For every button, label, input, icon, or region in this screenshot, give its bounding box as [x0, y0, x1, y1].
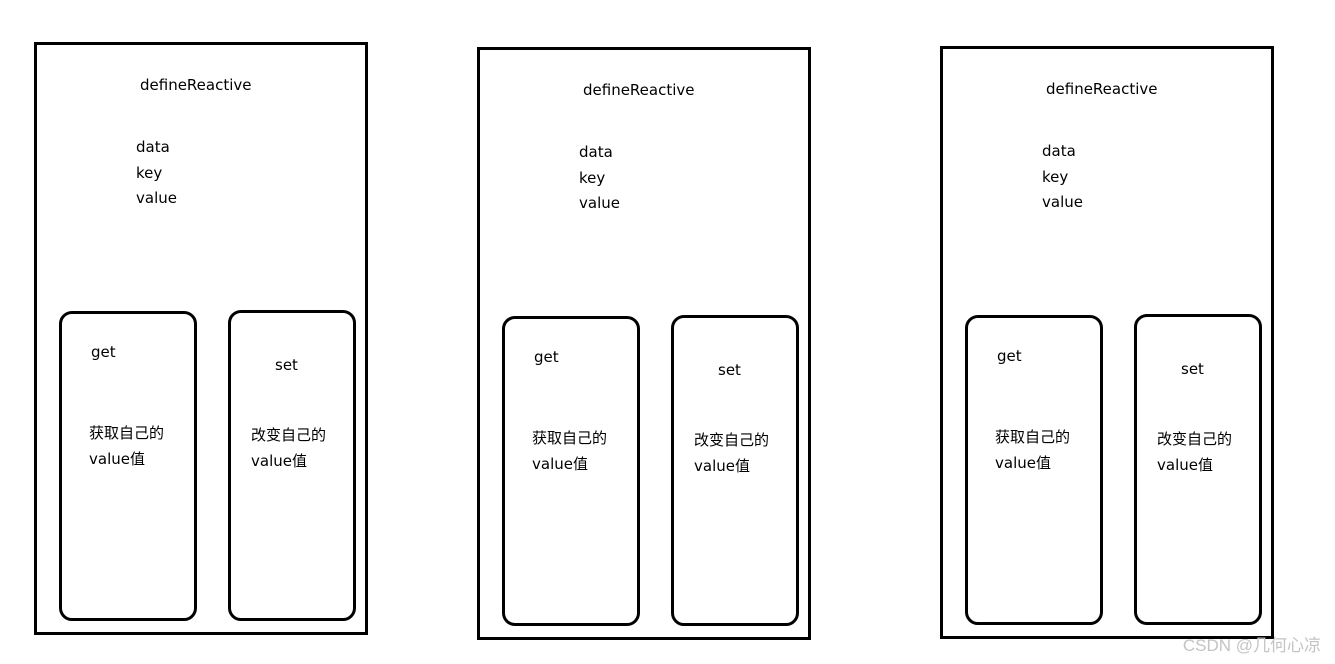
panel-title: defineReactive: [583, 81, 695, 99]
param-key: key: [136, 163, 163, 182]
setter-description-line-2: value值: [251, 452, 307, 470]
setter-description: 改变自己的 value值: [694, 427, 769, 479]
define-reactive-panel-2: defineReactive data key value get 获取自己的 …: [477, 47, 811, 640]
getter-description: 获取自己的 value值: [89, 420, 164, 472]
param-data: data: [579, 143, 613, 161]
define-reactive-panel-3: defineReactive data key value get 获取自己的 …: [940, 46, 1274, 639]
getter-description-line-2: value值: [995, 454, 1051, 472]
setter-description-line-1: 改变自己的: [694, 431, 770, 449]
param-key: key: [1042, 167, 1069, 186]
setter-label: set: [1181, 360, 1204, 378]
setter-description-line-1: 改变自己的: [251, 426, 327, 444]
getter-box: get 获取自己的 value值: [59, 311, 197, 621]
param-value: value: [579, 194, 620, 212]
getter-description-line-2: value值: [532, 455, 588, 473]
setter-description-line-2: value值: [694, 457, 750, 475]
param-data: data: [1042, 142, 1076, 160]
panel-title: defineReactive: [1046, 80, 1158, 98]
getter-label: get: [534, 348, 559, 366]
setter-description-line-1: 改变自己的: [1157, 430, 1233, 448]
getter-description-line-2: value值: [89, 450, 145, 468]
setter-box: set 改变自己的 value值: [1134, 314, 1262, 625]
setter-box: set 改变自己的 value值: [228, 310, 356, 621]
getter-label: get: [997, 347, 1022, 365]
getter-box: get 获取自己的 value值: [965, 315, 1103, 625]
define-reactive-panel-1: defineReactive data key value get 获取自己的 …: [34, 42, 368, 635]
watermark: CSDN @几何心凉: [1182, 636, 1321, 655]
setter-label: set: [718, 361, 741, 379]
setter-description: 改变自己的 value值: [251, 422, 326, 474]
param-list: data key value: [1042, 139, 1083, 216]
panel-title: defineReactive: [140, 76, 252, 94]
param-value: value: [136, 189, 177, 207]
param-list: data key value: [136, 135, 177, 212]
getter-description-line-1: 获取自己的: [89, 424, 165, 442]
setter-description-line-2: value值: [1157, 456, 1213, 474]
param-list: data key value: [579, 140, 620, 217]
getter-box: get 获取自己的 value值: [502, 316, 640, 626]
setter-label: set: [275, 356, 298, 374]
getter-description: 获取自己的 value值: [532, 425, 607, 477]
setter-description: 改变自己的 value值: [1157, 426, 1232, 478]
param-value: value: [1042, 193, 1083, 211]
setter-box: set 改变自己的 value值: [671, 315, 799, 626]
getter-description-line-1: 获取自己的: [532, 429, 608, 447]
getter-label: get: [91, 343, 116, 361]
param-key: key: [579, 168, 606, 187]
getter-description-line-1: 获取自己的: [995, 428, 1071, 446]
param-data: data: [136, 138, 170, 156]
getter-description: 获取自己的 value值: [995, 424, 1070, 476]
